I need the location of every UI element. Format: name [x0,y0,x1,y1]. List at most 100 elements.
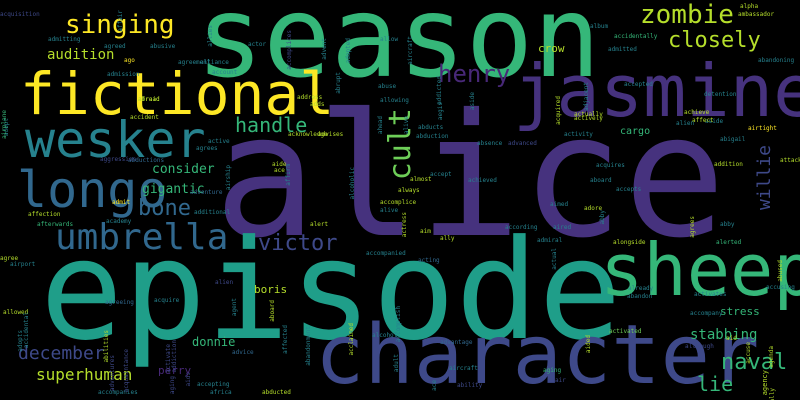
word-boris: boris [254,283,288,296]
word-small: ago [124,57,135,64]
word-small: aboard [590,177,612,184]
word-lie: lie [697,372,734,396]
word-small: ace [431,380,438,391]
word-small: airplane [1,110,8,139]
word-small: aging [543,367,562,374]
word-season: season [196,0,601,103]
word-small: abby [720,221,735,228]
word-small: actually [574,111,603,118]
word-small: active [208,138,230,145]
word-small: allowing [380,97,409,104]
word-small: alpha [740,3,759,10]
word-small: abandoning [758,57,795,64]
word-small: account [212,69,238,76]
word-small: admitting [48,36,81,43]
word-small: ally [769,388,776,400]
word-small: adventures [109,355,116,392]
word-small: alliance [200,59,229,66]
word-superhuman: superhuman [36,365,133,384]
word-small: agreement [178,59,211,66]
word-small: aboard [269,300,276,322]
word-small: advent [321,38,328,60]
word-small: accomplish [395,306,402,343]
word-naval: naval [721,350,788,375]
word-small: alcohol [372,332,398,339]
word-small: allow [380,36,399,43]
word-alice: alice [214,78,726,276]
word-fictional: fictional [20,60,335,128]
word-small: admiral [537,237,563,244]
word-small: aging [169,376,176,395]
word-small: adopted [345,38,352,64]
word-small: achieve [684,109,710,116]
word-december: december [18,343,105,364]
word-small: acting [418,257,440,264]
word-small: agreeing [105,299,134,306]
word-small: affirm [285,164,292,186]
word-small: allies [207,25,214,47]
word-small: acquires [596,162,625,169]
word-longo: longo [17,161,168,219]
word-small: admission [107,71,140,78]
word-small: agenda [768,346,775,368]
word-small: abroad [138,96,160,103]
word-willie: willie [754,145,775,211]
word-sheep: sheep [600,228,800,312]
word-small: accepts [616,186,642,193]
word-small: almost [410,176,432,183]
word-small: absence [477,140,503,147]
word-small: abuse [378,83,397,90]
word-small: aided [585,335,592,354]
word-small: achieved [468,177,497,184]
word-gigantic: gigantic [142,182,205,197]
word-small: airport [10,261,36,268]
word-small: accident [130,114,159,121]
word-small: activate [165,344,172,373]
word-small: afraid [138,96,160,103]
word-small: air [555,377,566,384]
word-small: abigail [720,136,746,143]
word-small: attack [780,157,800,164]
word-small: aired [553,224,572,231]
word-small: ahead [377,116,384,135]
word-wesker: wesker [25,111,206,169]
word-small: africa [210,389,232,396]
word-small: adventure [190,189,223,196]
word-small: aside [469,92,476,111]
word-zombie: zombie [640,0,734,30]
word-small: affair [117,10,124,32]
word-small: admitted [608,46,637,53]
word-small: alcoholic [349,167,356,200]
word-small: abandon [627,293,653,300]
word-small: accidentally [614,33,658,40]
word-donnie: donnie [192,335,236,349]
word-small: activity [564,131,593,138]
word-small: acclaimed [348,323,355,356]
word-small: alerted [716,239,742,246]
word-umbrella: umbrella [55,217,229,258]
word-small: ability [457,382,483,389]
word-small: adds [310,101,325,108]
word-small: abducts [418,124,444,131]
word-small: alert [310,221,329,228]
word-small: accusing [766,284,795,291]
word-audition: audition [47,47,115,63]
word-small: abrupt [335,72,342,94]
word-small: accomplice [380,199,417,206]
word-cult: cult [383,108,418,181]
word-small: abandonment [305,326,312,366]
word-handle: handle [235,113,308,137]
word-small: aide [272,161,287,168]
word-small: actively [574,115,603,122]
word-small: addiction [171,340,178,373]
word-small: aids [185,372,192,387]
word-consider: consider [152,162,215,177]
word-small: advises [318,131,344,138]
word-small: adore [584,205,603,212]
word-small: activated [609,328,642,335]
word-small: accepting [197,381,230,388]
word-cargo: cargo [620,126,651,137]
word-character: character [315,308,760,400]
word-small: alien [215,279,234,286]
